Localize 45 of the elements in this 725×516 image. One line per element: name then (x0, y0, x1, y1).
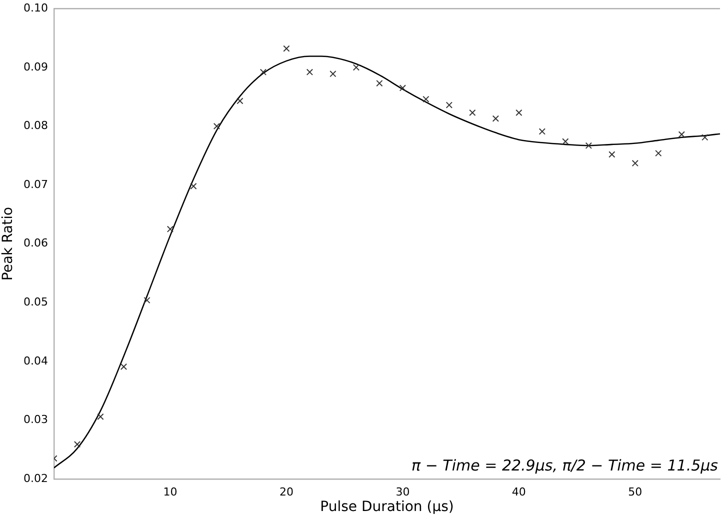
point (585, 142, 592, 149)
point (469, 109, 476, 116)
y-tick-label: 0.05 (24, 295, 48, 308)
y-tick-label: 0.03 (24, 413, 48, 426)
point (632, 160, 638, 167)
point (120, 363, 128, 370)
annotation: π − Time = 22.9μs, π/2 − Time = 11.5μs (412, 456, 718, 474)
point (516, 109, 522, 116)
point (655, 150, 662, 157)
x-tick-label: 20 (279, 485, 294, 498)
point (702, 134, 708, 141)
point (306, 68, 314, 76)
point (492, 115, 500, 122)
point (608, 151, 616, 158)
x-tick-label: 30 (396, 485, 410, 498)
y-tick-label: 0.04 (24, 354, 48, 368)
point (97, 413, 104, 420)
point (562, 138, 569, 145)
y-tick-label: 0.06 (24, 236, 48, 250)
y-tick-label: 0.07 (24, 178, 48, 191)
y-tick-label: 0.02 (24, 472, 48, 485)
point (213, 122, 220, 130)
point (446, 102, 453, 108)
x-tick-label: 10 (163, 485, 178, 498)
point (166, 226, 174, 232)
y-axis-title: Peak Ratio (0, 206, 16, 281)
x-tick-label: 50 (628, 485, 642, 498)
y-tick-label: 0.09 (24, 60, 48, 74)
point (236, 98, 244, 104)
point (190, 182, 197, 190)
point (144, 296, 150, 304)
point (352, 64, 360, 71)
x-axis-title: Pulse Duration (μs) (320, 499, 454, 516)
y-tick-label: 0.08 (24, 119, 48, 132)
x-tick-label: 40 (512, 485, 526, 498)
point (399, 84, 406, 92)
point (376, 80, 383, 87)
point (283, 45, 290, 52)
y-tick-label: 0.10 (24, 1, 48, 14)
point (74, 440, 81, 448)
point (678, 131, 685, 138)
point (422, 96, 430, 102)
point (330, 70, 336, 78)
point (538, 128, 546, 135)
point (260, 68, 267, 76)
